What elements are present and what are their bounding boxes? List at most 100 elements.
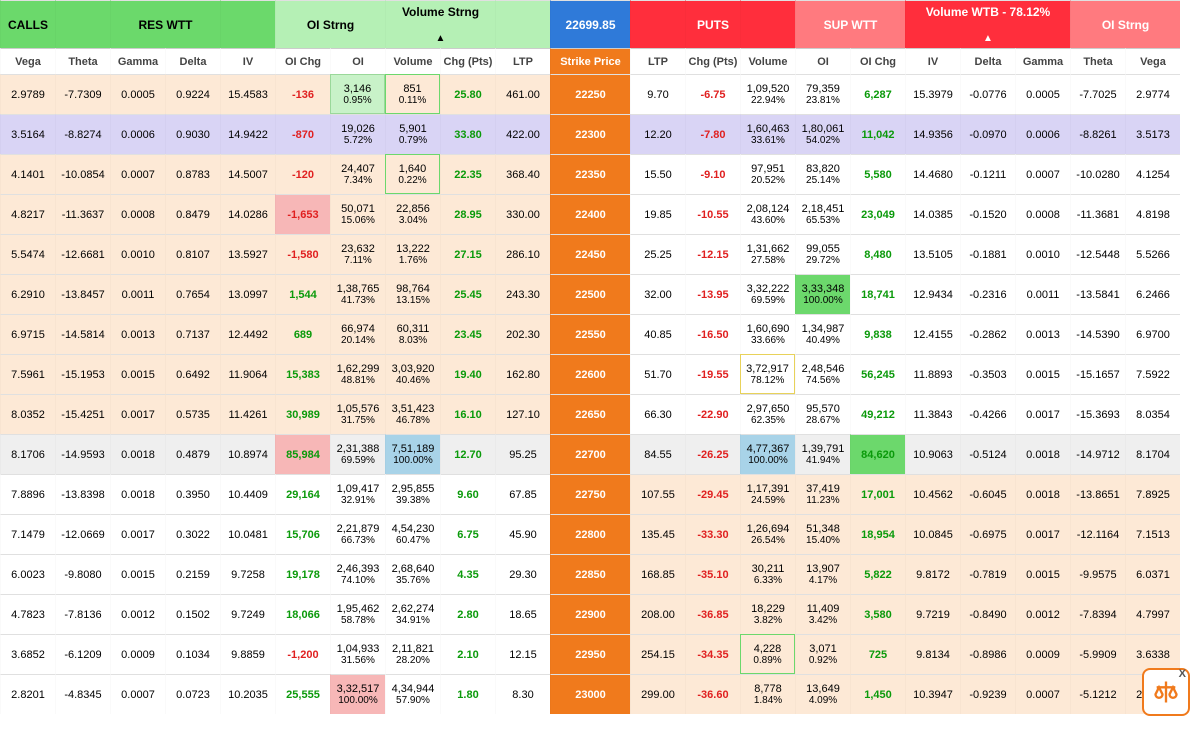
cell-ltp-p[interactable]: 19.85 — [630, 194, 685, 234]
cell-gamma-p[interactable]: 0.0017 — [1015, 514, 1070, 554]
cell-oi-p[interactable]: 2,18,45165.53% — [795, 194, 850, 234]
cell-vega-c[interactable]: 4.8217 — [0, 194, 55, 234]
cell-chg-c[interactable]: 4.35 — [440, 554, 495, 594]
cell-strike[interactable]: 22800 — [550, 514, 630, 554]
cell-oi-c[interactable]: 1,62,29948.81% — [330, 354, 385, 394]
cell-volume-p[interactable]: 30,2116.33% — [740, 554, 795, 594]
cell-theta-c[interactable]: -9.8080 — [55, 554, 110, 594]
cell-gamma-c[interactable]: 0.0017 — [110, 514, 165, 554]
cell-iv-c[interactable]: 9.8859 — [220, 634, 275, 674]
cell-oichg-p[interactable]: 17,001 — [850, 474, 905, 514]
cell-ltp-c[interactable]: 368.40 — [495, 154, 550, 194]
cell-chg-p[interactable]: -33.30 — [685, 514, 740, 554]
cell-gamma-c[interactable]: 0.0006 — [110, 114, 165, 154]
cell-ltp-p[interactable]: 84.55 — [630, 434, 685, 474]
cell-ltp-c[interactable]: 202.30 — [495, 314, 550, 354]
cell-oichg-p[interactable]: 9,838 — [850, 314, 905, 354]
cell-chg-p[interactable]: -36.60 — [685, 674, 740, 714]
cell-chg-c[interactable]: 2.80 — [440, 594, 495, 634]
cell-theta-c[interactable]: -10.0854 — [55, 154, 110, 194]
col-volume-c[interactable]: Volume — [385, 48, 440, 74]
cell-oichg-p[interactable]: 5,580 — [850, 154, 905, 194]
cell-ltp-p[interactable]: 40.85 — [630, 314, 685, 354]
cell-ltp-p[interactable]: 32.00 — [630, 274, 685, 314]
cell-vega-c[interactable]: 4.7823 — [0, 594, 55, 634]
cell-delta-c[interactable]: 0.3022 — [165, 514, 220, 554]
cell-oichg-c[interactable]: -136 — [275, 74, 330, 114]
cell-oi-p[interactable]: 51,34815.40% — [795, 514, 850, 554]
cell-iv-c[interactable]: 9.7258 — [220, 554, 275, 594]
cell-oi-p[interactable]: 95,57028.67% — [795, 394, 850, 434]
cell-iv-p[interactable]: 12.9434 — [905, 274, 960, 314]
cell-chg-p[interactable]: -7.80 — [685, 114, 740, 154]
cell-chg-p[interactable]: -16.50 — [685, 314, 740, 354]
cell-iv-p[interactable]: 9.7219 — [905, 594, 960, 634]
cell-delta-c[interactable]: 0.5735 — [165, 394, 220, 434]
cell-oi-c[interactable]: 2,21,87966.73% — [330, 514, 385, 554]
cell-ltp-c[interactable]: 8.30 — [495, 674, 550, 714]
cell-vega-p[interactable]: 5.5266 — [1125, 234, 1180, 274]
cell-theta-c[interactable]: -13.8398 — [55, 474, 110, 514]
cell-oichg-c[interactable]: -120 — [275, 154, 330, 194]
cell-oi-c[interactable]: 1,95,46258.78% — [330, 594, 385, 634]
cell-volume-c[interactable]: 1,6400.22% — [385, 154, 440, 194]
cell-iv-c[interactable]: 12.4492 — [220, 314, 275, 354]
cell-theta-p[interactable]: -14.9712 — [1070, 434, 1125, 474]
cell-oi-c[interactable]: 3,1460.95% — [330, 74, 385, 114]
cell-iv-p[interactable]: 12.4155 — [905, 314, 960, 354]
cell-chg-c[interactable]: 6.75 — [440, 514, 495, 554]
cell-theta-p[interactable]: -15.1657 — [1070, 354, 1125, 394]
cell-volume-p[interactable]: 3,32,22269.59% — [740, 274, 795, 314]
cell-ltp-c[interactable]: 67.85 — [495, 474, 550, 514]
cell-theta-c[interactable]: -14.5814 — [55, 314, 110, 354]
cell-vega-p[interactable]: 7.8925 — [1125, 474, 1180, 514]
cell-theta-p[interactable]: -10.0280 — [1070, 154, 1125, 194]
cell-vega-c[interactable]: 8.0352 — [0, 394, 55, 434]
cell-oichg-c[interactable]: 689 — [275, 314, 330, 354]
cell-volume-p[interactable]: 1,31,66227.58% — [740, 234, 795, 274]
cell-oi-p[interactable]: 11,4093.42% — [795, 594, 850, 634]
cell-theta-p[interactable]: -13.5841 — [1070, 274, 1125, 314]
cell-ltp-p[interactable]: 25.25 — [630, 234, 685, 274]
cell-oichg-p[interactable]: 84,620 — [850, 434, 905, 474]
cell-oichg-p[interactable]: 18,741 — [850, 274, 905, 314]
cell-volume-c[interactable]: 7,51,189100.00% — [385, 434, 440, 474]
cell-iv-c[interactable]: 10.8974 — [220, 434, 275, 474]
cell-chg-c[interactable]: 27.15 — [440, 234, 495, 274]
cell-delta-p[interactable]: -0.3503 — [960, 354, 1015, 394]
cell-gamma-c[interactable]: 0.0007 — [110, 154, 165, 194]
cell-chg-p[interactable]: -12.15 — [685, 234, 740, 274]
cell-ltp-c[interactable]: 18.65 — [495, 594, 550, 634]
col-iv-p[interactable]: IV — [905, 48, 960, 74]
cell-chg-p[interactable]: -13.95 — [685, 274, 740, 314]
cell-volume-c[interactable]: 3,03,92040.46% — [385, 354, 440, 394]
cell-chg-c[interactable]: 23.45 — [440, 314, 495, 354]
cell-oichg-c[interactable]: 19,178 — [275, 554, 330, 594]
cell-chg-p[interactable]: -19.55 — [685, 354, 740, 394]
cell-strike[interactable]: 22900 — [550, 594, 630, 634]
cell-theta-c[interactable]: -7.7309 — [55, 74, 110, 114]
cell-delta-c[interactable]: 0.4879 — [165, 434, 220, 474]
cell-strike[interactable]: 22750 — [550, 474, 630, 514]
cell-iv-p[interactable]: 9.8172 — [905, 554, 960, 594]
cell-strike[interactable]: 22500 — [550, 274, 630, 314]
cell-delta-p[interactable]: -0.8490 — [960, 594, 1015, 634]
cell-volume-c[interactable]: 13,2221.76% — [385, 234, 440, 274]
cell-delta-c[interactable]: 0.9030 — [165, 114, 220, 154]
cell-gamma-p[interactable]: 0.0006 — [1015, 114, 1070, 154]
cell-strike[interactable]: 22250 — [550, 74, 630, 114]
cell-chg-c[interactable]: 19.40 — [440, 354, 495, 394]
cell-gamma-c[interactable]: 0.0011 — [110, 274, 165, 314]
col-vega-c[interactable]: Vega — [0, 48, 55, 74]
cell-gamma-c[interactable]: 0.0013 — [110, 314, 165, 354]
cell-theta-c[interactable]: -12.6681 — [55, 234, 110, 274]
col-theta-p[interactable]: Theta — [1070, 48, 1125, 74]
cell-vega-p[interactable]: 2.9774 — [1125, 74, 1180, 114]
cell-ltp-c[interactable]: 162.80 — [495, 354, 550, 394]
col-delta-c[interactable]: Delta — [165, 48, 220, 74]
col-volume-p[interactable]: Volume — [740, 48, 795, 74]
cell-vega-c[interactable]: 3.6852 — [0, 634, 55, 674]
cell-ltp-p[interactable]: 299.00 — [630, 674, 685, 714]
cell-oi-p[interactable]: 1,80,06154.02% — [795, 114, 850, 154]
cell-ltp-c[interactable]: 45.90 — [495, 514, 550, 554]
